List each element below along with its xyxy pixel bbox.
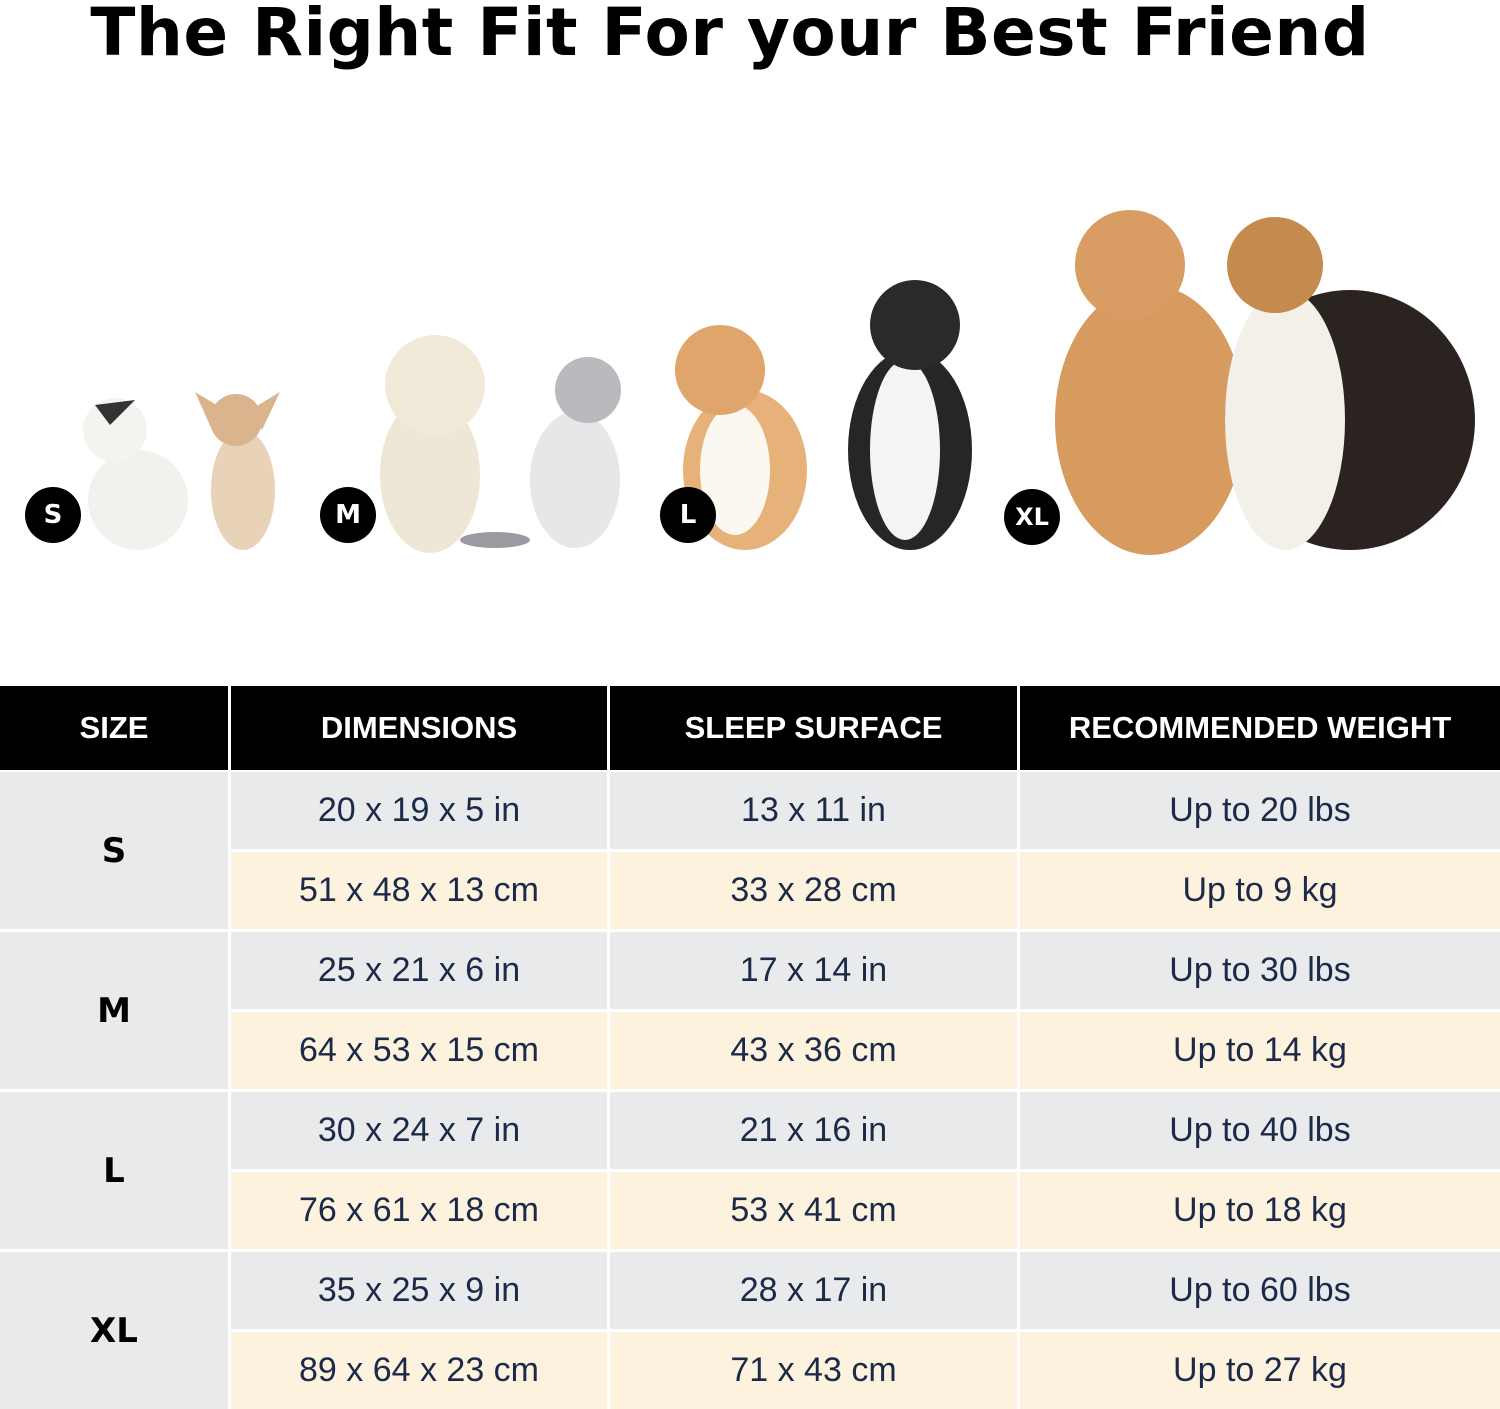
dimensions-imperial-cell: 35 x 25 x 9 in [231,1252,607,1329]
dimensions-imperial-cell: 30 x 24 x 7 in [231,1092,607,1169]
weight-metric-cell: Up to 9 kg [1020,852,1500,929]
gray-cat-image [460,357,621,548]
sleep-surface-imperial-cell: 28 x 17 in [610,1252,1017,1329]
weight-imperial-cell: Up to 20 lbs [1020,772,1500,849]
size-label-cell: M [0,932,228,1089]
weight-metric-cell: Up to 27 kg [1020,1332,1500,1409]
chihuahua-image [195,392,280,550]
dimensions-imperial-cell: 20 x 19 x 5 in [231,772,607,849]
dimensions-metric-cell: 76 x 61 x 18 cm [231,1172,607,1249]
sleep-surface-imperial-cell: 13 x 11 in [610,772,1017,849]
size-badge-l: L [660,487,716,543]
dimensions-imperial-cell: 25 x 21 x 6 in [231,932,607,1009]
sleep-surface-metric-cell: 53 x 41 cm [610,1172,1017,1249]
weight-metric-cell: Up to 18 kg [1020,1172,1500,1249]
header-dimensions: DIMENSIONS [231,686,607,770]
rough-collie-image [1225,217,1475,550]
size-chart-table: SIZE DIMENSIONS SLEEP SURFACE RECOMMENDE… [0,686,1500,1409]
size-badge-s: S [25,487,81,543]
header-size: SIZE [0,686,228,770]
page-title: The Right Fit For your Best Friend [90,0,1370,71]
size-label-cell: S [0,772,228,929]
white-cat-image [83,398,188,550]
size-badge-xl: XL [1004,489,1060,545]
weight-imperial-cell: Up to 60 lbs [1020,1252,1500,1329]
weight-metric-cell: Up to 14 kg [1020,1012,1500,1089]
sleep-surface-metric-cell: 33 x 28 cm [610,852,1017,929]
border-collie-image [848,280,972,550]
dimensions-metric-cell: 51 x 48 x 13 cm [231,852,607,929]
sleep-surface-metric-cell: 43 x 36 cm [610,1012,1017,1089]
golden-retriever-image [1055,210,1245,555]
pets-illustration [83,210,1475,555]
weight-imperial-cell: Up to 40 lbs [1020,1092,1500,1169]
dimensions-metric-cell: 89 x 64 x 23 cm [231,1332,607,1409]
size-badge-m: M [320,487,376,543]
sleep-surface-imperial-cell: 17 x 14 in [610,932,1017,1009]
sleep-surface-imperial-cell: 21 x 16 in [610,1092,1017,1169]
header-sleep-surface: SLEEP SURFACE [610,686,1017,770]
size-label-cell: L [0,1092,228,1249]
weight-imperial-cell: Up to 30 lbs [1020,932,1500,1009]
dimensions-metric-cell: 64 x 53 x 15 cm [231,1012,607,1089]
size-label-cell: XL [0,1252,228,1409]
sleep-surface-metric-cell: 71 x 43 cm [610,1332,1017,1409]
maltese-image [380,335,485,553]
header-recommended-weight: RECOMMENDED WEIGHT [1020,686,1500,770]
